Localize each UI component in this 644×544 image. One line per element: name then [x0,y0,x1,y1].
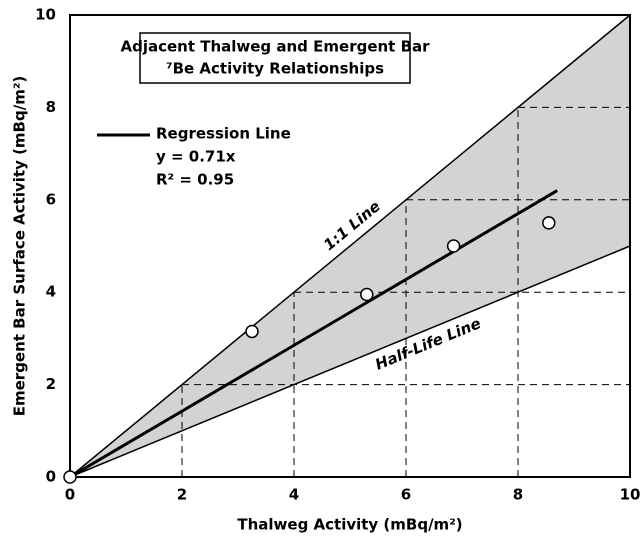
chart-title: Adjacent Thalweg and Emergent Bar [120,38,430,56]
legend-label: Regression Line [156,125,291,143]
x-tick-label: 8 [513,486,523,504]
y-tick-label: 4 [46,283,56,301]
point [360,287,374,302]
point [446,239,461,253]
line [69,245,631,478]
y-tick-label: 8 [46,98,56,116]
annotation: y = 0.71x [156,148,236,166]
x-axis-label: Thalweg Activity (mBq/m²) [237,516,462,534]
title-box [139,32,411,84]
line [69,14,631,478]
y-tick-label: 6 [46,190,56,208]
point [63,470,77,484]
y-tick-label: 10 [35,6,56,24]
annotation: R² = 0.95 [156,171,234,189]
x-tick-label: 4 [289,486,299,504]
chart-title: ⁷Be Activity Relationships [166,60,384,78]
point [245,324,259,339]
x-tick-label: 10 [620,486,641,504]
y-tick-label: 0 [46,468,56,486]
x-tick-label: 2 [177,486,187,504]
x-tick-label: 0 [65,486,75,504]
y-axis-label: Emergent Bar Surface Activity (mBq/m²) [11,76,29,417]
point [542,216,556,230]
y-tick-label: 2 [46,375,56,393]
line [69,189,558,479]
x-tick-label: 6 [401,486,411,504]
